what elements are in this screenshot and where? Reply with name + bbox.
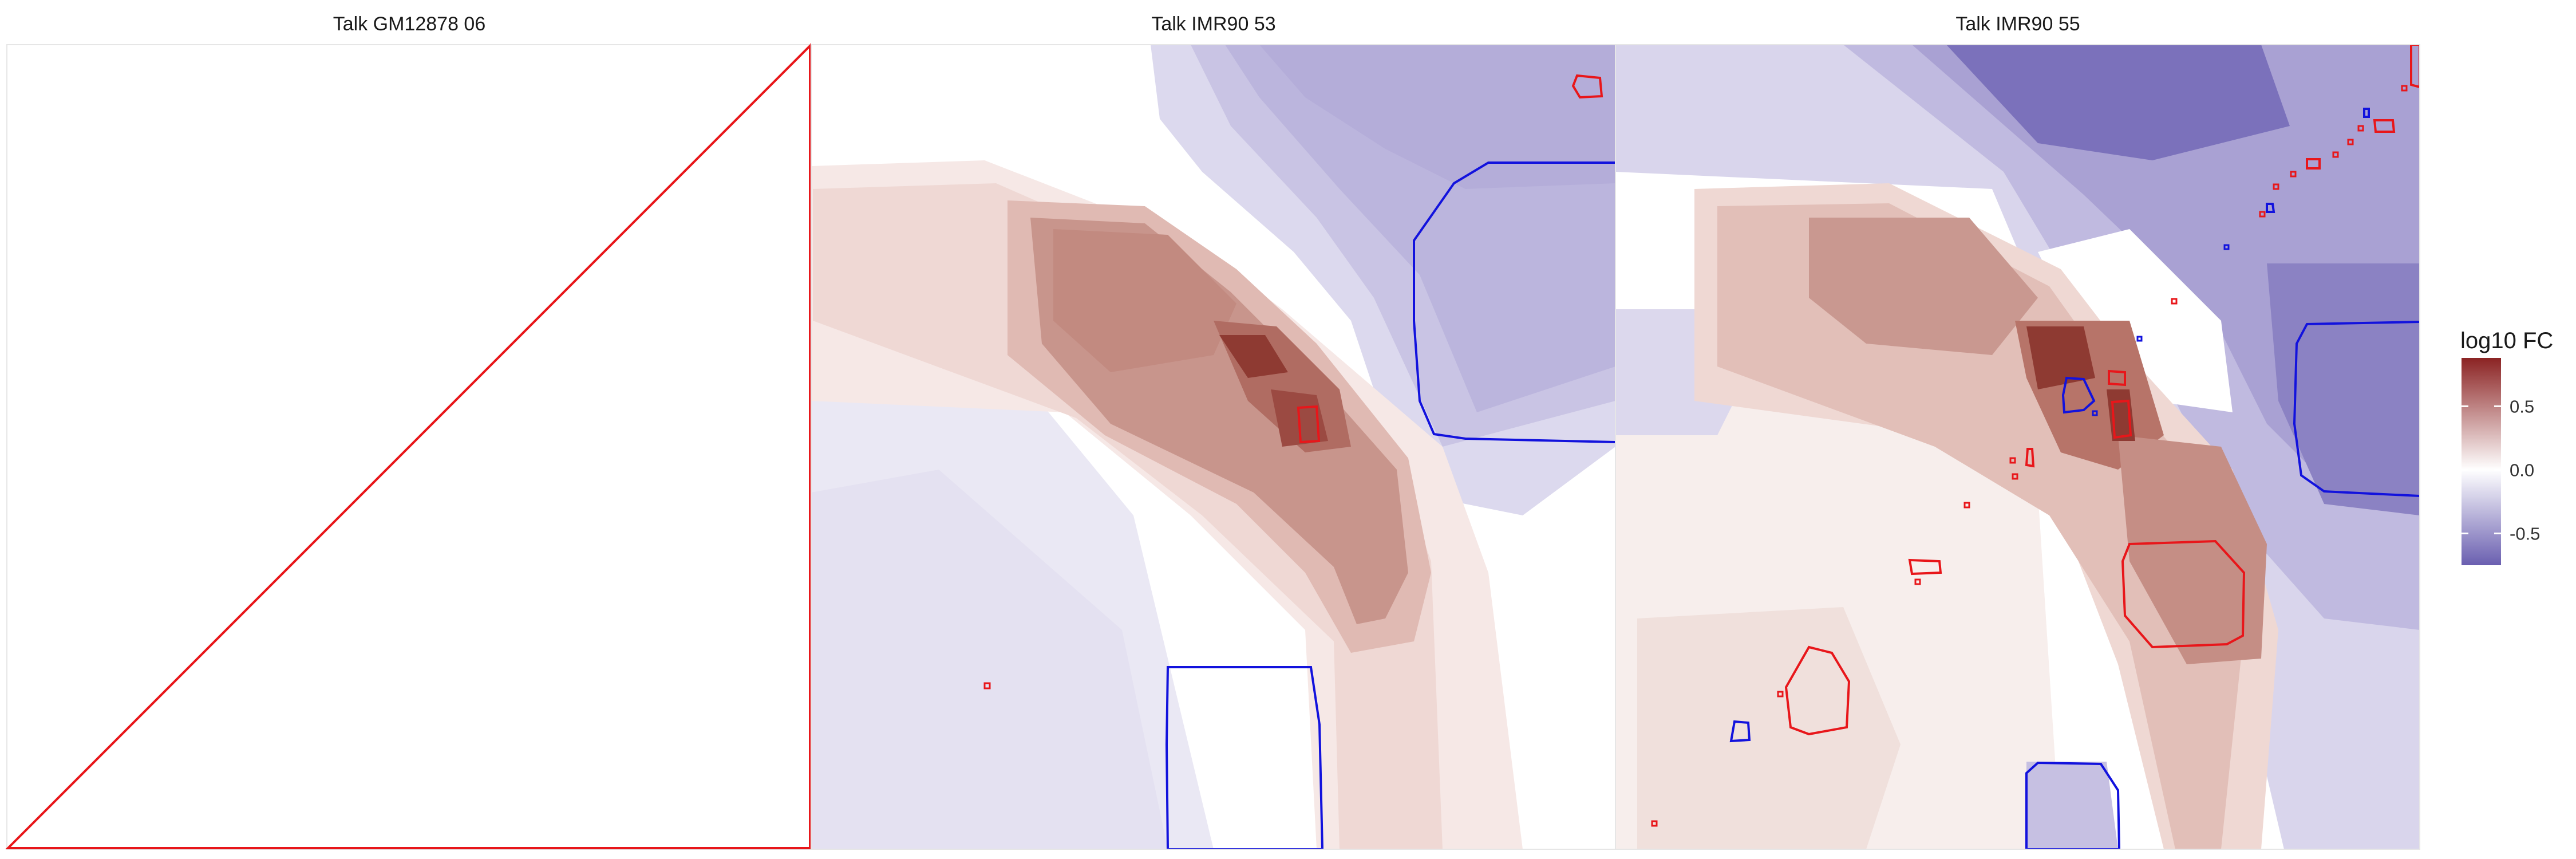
panel-2-contour-positive <box>1571 74 1603 99</box>
facet-3: Talk IMR90 55 <box>1615 13 2420 850</box>
legend-title: log10 FC <box>2460 328 2553 353</box>
panel-2-contour-positive <box>1297 405 1321 444</box>
panel-3-contour-positive-dots <box>1651 85 2408 827</box>
panel-3-contour-positive <box>2306 158 2321 170</box>
color-legend: log10 FC 0.5 0.0 -0.5 <box>2460 328 2553 565</box>
legend-colorbar <box>2462 358 2501 565</box>
panel-1-region-outline <box>5 43 811 849</box>
legend-tick-label: 0.5 <box>2510 396 2534 416</box>
panel-3-contour-negative <box>2293 321 2420 497</box>
panel-3-contour-positive <box>2111 399 2132 439</box>
facet-2: Talk IMR90 53 <box>811 13 1616 850</box>
legend-ticks: 0.5 0.0 -0.5 <box>2462 396 2540 543</box>
legend-tick-label: 0.0 <box>2510 460 2534 480</box>
panel-3-contour-negative <box>1729 720 1751 743</box>
panel-2-contour-positive-dot <box>983 682 991 689</box>
panel-3-contour-negative-dots <box>2092 244 2230 416</box>
panel-3-contour-positive <box>2025 448 2035 468</box>
facet-1: Talk GM12878 06 <box>5 13 812 850</box>
panel-3-contour-positive <box>1908 558 1942 576</box>
panel-2-contour-negative <box>1165 666 1324 849</box>
panel-3-contour-negative <box>2025 761 2121 849</box>
panel-3-contour-positive <box>1784 645 1851 736</box>
panel-3-contour-positive <box>2373 119 2396 133</box>
panel-3-contour-negative <box>2266 203 2275 213</box>
panel-2-contour-negative <box>1413 161 1615 443</box>
panel-3-contour-negative <box>2061 376 2096 414</box>
panel-3-contour-positive <box>2410 45 2420 89</box>
panel-2-heat <box>811 45 1615 849</box>
panel-3-contour-positive <box>2108 369 2126 387</box>
facet-title: Talk IMR90 55 <box>1955 13 2080 35</box>
panel-3-border <box>1615 44 2420 850</box>
facet-title: Talk GM12878 06 <box>333 13 486 35</box>
panel-3-contour-positive <box>2121 539 2246 649</box>
legend-tick-label: -0.5 <box>2510 523 2540 543</box>
facet-title: Talk IMR90 53 <box>1151 13 1275 35</box>
panel-3-contour-negative <box>2363 108 2370 118</box>
panel-3-heat <box>1615 45 2420 849</box>
